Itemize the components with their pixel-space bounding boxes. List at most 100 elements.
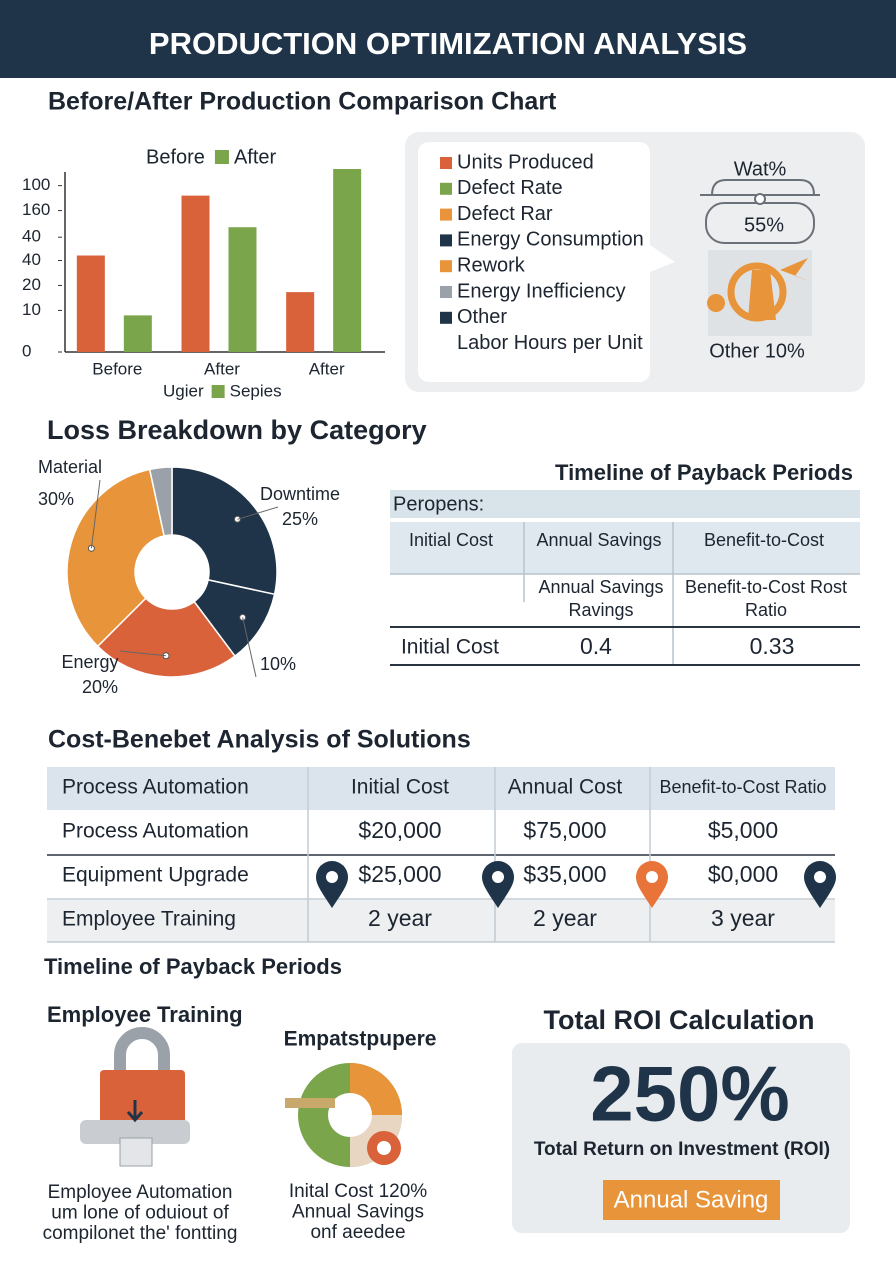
table-cell: $25,000: [358, 861, 441, 887]
bar: [123, 315, 152, 352]
table-cell: 0.33: [750, 633, 795, 659]
item-caption: compilonet the' fontting: [43, 1223, 238, 1244]
item-title: Empatstpupere: [284, 1028, 437, 1051]
bar: [228, 227, 257, 352]
bar: [76, 255, 105, 352]
roi-value: 250%: [590, 1050, 790, 1138]
table-caption-band: [390, 490, 860, 518]
legend-swatch: [440, 208, 452, 221]
table-cell: Process Automation: [62, 820, 249, 843]
legend-swatch: [440, 286, 452, 298]
table-cell: $20,000: [358, 817, 441, 843]
table-header: Annual Cost: [508, 776, 623, 799]
leader-line: [242, 617, 257, 678]
map-pins: [316, 861, 836, 908]
legend-label: Defect Rate: [457, 177, 563, 199]
legend-swatch: [211, 385, 225, 398]
legend-swatch: [440, 234, 452, 247]
roi-label: Total Return on Investment (ROI): [534, 1139, 830, 1160]
legend-label: Sepies: [230, 381, 282, 400]
table-cell: 2 year: [368, 905, 432, 931]
table-caption: Peropens:: [393, 493, 484, 515]
legend-label: Before: [146, 146, 205, 168]
y-tick-label: 40: [22, 250, 41, 269]
item-caption: um lone of oduiout of: [51, 1203, 229, 1224]
table-cell: $35,000: [523, 861, 606, 887]
x-tick-label: After: [204, 359, 240, 378]
donut-hole: [135, 535, 209, 609]
roi-button[interactable]: [603, 1180, 780, 1220]
table-header: Process Automation: [62, 776, 249, 799]
table-header-band: [390, 522, 860, 574]
item-title: Employee Training: [47, 1002, 243, 1027]
legend-swatch: [214, 150, 229, 164]
table-header-band: [47, 767, 835, 810]
table-cell: $5,000: [708, 817, 778, 843]
table-cell: 3 year: [711, 905, 775, 931]
table-row-band: [47, 900, 835, 942]
gauge-caption: Other 10%: [709, 340, 805, 362]
bar: [286, 292, 315, 352]
y-tick-label: 160: [22, 200, 50, 219]
table-cell: Equipment Upgrade: [62, 864, 249, 887]
leader-line: [90, 479, 101, 549]
table-cell: Annual Savings: [538, 577, 663, 597]
legend-label: Energy Inefficiency: [457, 280, 626, 302]
table-header: Annual Savings: [536, 530, 661, 550]
item-caption: Employee Automation: [48, 1182, 233, 1203]
gauge-title: Wat%: [734, 158, 787, 180]
table-cell: Benefit-to-Cost Rost: [685, 577, 847, 597]
table-header: Initial Cost: [351, 776, 449, 799]
x-tick-label: Before: [92, 359, 142, 378]
legend-bubble: [418, 142, 675, 382]
section-title: Before/After Production Comparison Chart: [48, 88, 557, 116]
table-cell: Ratio: [745, 600, 787, 620]
legend-swatch: [440, 182, 452, 195]
header-bar: [0, 0, 896, 78]
page-title: PRODUCTION OPTIMIZATION ANALYSIS: [149, 26, 747, 61]
roi-button-label[interactable]: Annual Saving: [614, 1186, 769, 1213]
slice-label: Material: [38, 457, 102, 477]
legend-label: Defect Rar: [457, 203, 553, 225]
table-title: Timeline of Payback Periods: [555, 460, 853, 485]
legend-swatch: [440, 311, 452, 324]
gauge-illustration: [700, 179, 820, 336]
legend-swatch: [440, 157, 452, 169]
gauge-value: 55%: [744, 214, 784, 236]
leader-line: [119, 650, 167, 657]
table-rules: [47, 767, 835, 943]
bar: [333, 169, 362, 352]
y-tick-label: 40: [22, 227, 41, 246]
slice-value: 25%: [282, 509, 318, 529]
process-icon: [285, 1063, 402, 1167]
section-title: Loss Breakdown by Category: [47, 415, 427, 445]
table-rules: [390, 522, 860, 665]
table-cell: Ravings: [568, 600, 633, 620]
legend-label: Ugier: [163, 381, 204, 400]
item-caption: Annual Savings: [292, 1202, 424, 1223]
training-icon: [80, 1027, 190, 1167]
table-header: Initial Cost: [409, 530, 493, 550]
slice-value: 20%: [82, 677, 118, 697]
legend-label: After: [234, 146, 277, 168]
table-cell: 0.4: [580, 633, 612, 659]
legend-label: Other: [457, 306, 507, 328]
item-caption: Inital Cost 120%: [289, 1181, 427, 1202]
y-tick-label: 0: [22, 341, 31, 360]
x-tick-label: After: [309, 359, 345, 378]
y-tick-label: 10: [22, 300, 41, 319]
slice-label: Energy: [61, 652, 118, 672]
slice-label: Downtime: [260, 484, 340, 504]
table-header: Benefit-to-Cost Ratio: [659, 777, 826, 797]
table-cell: Employee Training: [62, 908, 236, 931]
slice-value: 30%: [38, 489, 74, 509]
y-tick-label: 100: [22, 175, 50, 194]
table-rules: [390, 626, 860, 666]
section-title: Cost-Benebet Analysis of Solutions: [48, 726, 471, 754]
leader-line: [237, 506, 279, 520]
item-caption: onf aeedee: [310, 1222, 405, 1243]
legend-label: Energy Consumption: [457, 229, 644, 251]
table-header: Benefit-to-Cost: [704, 530, 824, 550]
